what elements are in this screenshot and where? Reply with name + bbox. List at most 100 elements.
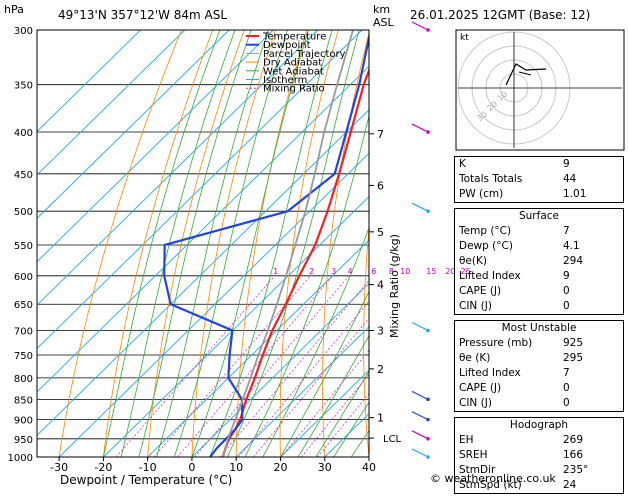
surface-value: 294 bbox=[563, 254, 619, 269]
wind-barb-shaft bbox=[412, 124, 428, 132]
mixing-ratio-line bbox=[281, 276, 430, 457]
km-tick-label: 1 bbox=[377, 412, 384, 425]
hpa-label: hPa bbox=[4, 3, 24, 16]
asl-label: ASL bbox=[373, 16, 395, 29]
pressure-tick-label: 400 bbox=[14, 128, 33, 139]
lcl-label: LCL bbox=[383, 434, 402, 445]
pressure-tick-label: 300 bbox=[14, 26, 33, 37]
index-label: K bbox=[459, 157, 563, 172]
y-axis-label: Mixing Ratio (g/kg) bbox=[388, 234, 401, 338]
km-tick-label: 3 bbox=[377, 325, 384, 338]
pressure-tick-label: 800 bbox=[14, 374, 33, 385]
index-value: 1.01 bbox=[563, 187, 619, 202]
wind-barb-shaft bbox=[412, 431, 428, 439]
pressure-tick-label: 600 bbox=[14, 272, 33, 283]
mu-row: CIN (J)0 bbox=[455, 396, 623, 411]
km-tick-label: 4 bbox=[377, 279, 384, 292]
surface-label: CIN (J) bbox=[459, 299, 563, 314]
surface-value: 9 bbox=[563, 269, 619, 284]
mu-value: 0 bbox=[563, 381, 619, 396]
surface-label: Temp (°C) bbox=[459, 224, 563, 239]
surface-value: 0 bbox=[563, 299, 619, 314]
km-tick-label: 7 bbox=[377, 128, 384, 141]
hodo-value: 235° bbox=[563, 463, 619, 478]
mu-row: CAPE (J)0 bbox=[455, 381, 623, 396]
mixing-ratio-label: 2 bbox=[309, 267, 314, 276]
hodo-label: StmDir bbox=[459, 463, 563, 478]
hodograph-frame bbox=[456, 30, 624, 150]
hodo-value: 166 bbox=[563, 448, 619, 463]
mu-value: 295 bbox=[563, 351, 619, 366]
x-tick-label: 30 bbox=[318, 461, 332, 474]
most-unstable-title: Most Unstable bbox=[455, 321, 623, 336]
index-row: PW (cm)1.01 bbox=[455, 187, 623, 202]
pressure-tick-label: 750 bbox=[14, 351, 33, 362]
pressure-tick-label: 900 bbox=[14, 416, 33, 427]
mixing-ratio-line bbox=[195, 276, 349, 457]
wind-barb-dot bbox=[426, 209, 430, 213]
x-tick-label: 40 bbox=[362, 461, 376, 474]
mu-label: Lifted Index bbox=[459, 366, 563, 381]
mixing-ratio-line bbox=[116, 276, 275, 457]
surface-row: Temp (°C)7 bbox=[455, 224, 623, 239]
dry-adiabat-line bbox=[59, 30, 181, 457]
pressure-tick-label: 450 bbox=[14, 170, 33, 181]
mu-value: 7 bbox=[563, 366, 619, 381]
hodo-label: SREH bbox=[459, 448, 563, 463]
hodo-label: EH bbox=[459, 433, 563, 448]
surface-value: 7 bbox=[563, 224, 619, 239]
mu-label: θe (K) bbox=[459, 351, 563, 366]
wind-barb-dot bbox=[426, 418, 430, 422]
wind-barb-dot bbox=[426, 28, 430, 32]
pressure-tick-label: 700 bbox=[14, 327, 33, 338]
surface-box: Surface Temp (°C)7 Dewp (°C)4.1 θe(K)294… bbox=[454, 208, 624, 315]
surface-value: 4.1 bbox=[563, 239, 619, 254]
mixing-ratio-label: 10 bbox=[400, 267, 410, 276]
datetime-title: 26.01.2025 12GMT (Base: 12) bbox=[410, 8, 590, 22]
wind-barb-dot bbox=[426, 398, 430, 402]
km-tick-label: 5 bbox=[377, 226, 384, 239]
pressure-tick-label: 950 bbox=[14, 435, 33, 446]
pressure-tick-label: 350 bbox=[14, 81, 33, 92]
surface-row: CIN (J)0 bbox=[455, 299, 623, 314]
hodograph-unit-label: kt bbox=[460, 33, 469, 43]
index-value: 9 bbox=[563, 157, 619, 172]
mixing-ratio-label: 6 bbox=[371, 267, 376, 276]
km-label: km bbox=[373, 3, 390, 16]
mixing-ratio-label: 3 bbox=[331, 267, 336, 276]
pressure-tick-label: 1000 bbox=[8, 453, 33, 464]
pressure-tick-label: 550 bbox=[14, 241, 33, 252]
x-axis-label: Dewpoint / Temperature (°C) bbox=[60, 473, 232, 486]
mixing-ratio-label: 1 bbox=[273, 267, 278, 276]
wind-barb-dot bbox=[426, 329, 430, 333]
wind-barb-dot bbox=[426, 437, 430, 441]
legend-label: Mixing Ratio bbox=[263, 84, 325, 95]
pressure-tick-label: 850 bbox=[14, 395, 33, 406]
mu-value: 925 bbox=[563, 336, 619, 351]
mu-row: θe (K)295 bbox=[455, 351, 623, 366]
dry-adiabat-line bbox=[404, 30, 433, 457]
wind-barb-shaft bbox=[412, 22, 428, 30]
pressure-tick-label: 500 bbox=[14, 207, 33, 218]
pressure-tick-label: 650 bbox=[14, 300, 33, 311]
surface-row: CAPE (J)0 bbox=[455, 284, 623, 299]
wind-barb-shaft bbox=[412, 391, 428, 399]
mu-label: CIN (J) bbox=[459, 396, 563, 411]
location-title: 49°13'N 357°12'W 84m ASL bbox=[58, 8, 227, 22]
surface-label: Dewp (°C) bbox=[459, 239, 563, 254]
wet-adiabat-line bbox=[103, 30, 219, 457]
km-tick-label: 6 bbox=[377, 179, 384, 192]
x-tick-label: 20 bbox=[273, 461, 287, 474]
mu-label: CAPE (J) bbox=[459, 381, 563, 396]
surface-row: Dewp (°C)4.1 bbox=[455, 239, 623, 254]
surface-value: 0 bbox=[563, 284, 619, 299]
